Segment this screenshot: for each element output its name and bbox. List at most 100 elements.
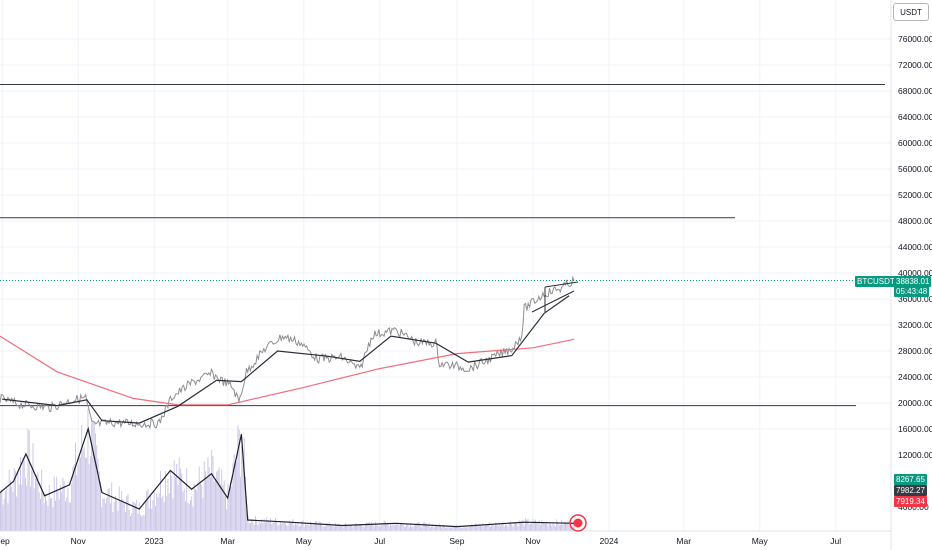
volume-bar <box>366 522 368 531</box>
volume-bar <box>10 480 11 531</box>
volume-bar <box>261 519 263 531</box>
volume-bar <box>321 524 323 531</box>
volume-bar <box>248 523 250 531</box>
volume-bar <box>492 524 494 531</box>
volume-bar <box>193 483 195 531</box>
volume-bar <box>355 523 356 531</box>
y-tick-label: 12000.00 <box>898 450 932 460</box>
volume-bar <box>223 480 225 531</box>
volume-bar <box>462 527 464 531</box>
volume-bar <box>332 525 334 531</box>
volume-bar <box>288 520 290 531</box>
volume-bar <box>523 525 525 531</box>
volume-bar <box>197 482 199 531</box>
volume-bar <box>138 502 140 531</box>
volume-bar <box>486 525 488 531</box>
volume-bar <box>117 511 119 531</box>
volume-bar <box>470 526 471 531</box>
volume-bar <box>177 484 179 531</box>
volume-bar <box>97 458 99 531</box>
triangle-drawing <box>531 281 579 313</box>
y-tick-label: 72000.00 <box>898 60 932 70</box>
volume-bar <box>147 488 149 531</box>
volume-bar <box>161 497 163 531</box>
volume-bar <box>375 521 376 531</box>
volume-bar <box>6 487 8 531</box>
volume-bar <box>327 524 329 531</box>
volume-bar <box>502 521 504 531</box>
y-tick-label: 60000.00 <box>898 138 932 148</box>
volume-bar <box>45 494 46 531</box>
volume-bar <box>386 522 388 531</box>
volume-bar <box>441 527 443 531</box>
volume-bar <box>338 524 340 531</box>
volume-bar <box>341 525 343 531</box>
volume-bar <box>255 515 256 531</box>
volume-bar <box>423 522 425 531</box>
volume-bar <box>440 525 441 531</box>
volume-bar <box>28 430 30 531</box>
volume-bar <box>216 471 218 531</box>
currency-unit-button[interactable]: USDT <box>893 3 929 21</box>
volume-bar <box>22 457 24 531</box>
volume-bar <box>90 456 91 531</box>
volume-bar <box>51 498 53 531</box>
volume-bar <box>428 522 430 531</box>
volume-bar <box>306 524 308 531</box>
x-tick-label: Sep <box>0 536 10 546</box>
volume-bar <box>490 526 491 531</box>
volume-bar <box>342 527 344 531</box>
volume-bar <box>256 520 258 531</box>
volume-bar <box>207 457 209 531</box>
volume-bar <box>515 523 516 531</box>
volume-bar <box>390 523 391 531</box>
x-tick-label: Sep <box>449 536 464 546</box>
volume-bar <box>106 497 108 531</box>
volume-bar <box>78 457 80 531</box>
volume-bar <box>456 524 458 531</box>
volume-bar <box>340 526 341 531</box>
volume-bar <box>8 469 10 531</box>
volume-bar <box>328 521 330 531</box>
volume-bar <box>550 523 551 531</box>
last-price-label: 38838.01 <box>894 276 932 287</box>
volume-bar <box>318 521 320 531</box>
volume-bar <box>467 527 469 531</box>
x-tick-label: May <box>296 536 313 546</box>
volume-bar <box>395 525 396 531</box>
volume-bar <box>167 479 169 531</box>
volume-bar <box>152 500 154 531</box>
volume-bar <box>476 524 478 531</box>
volume-bar <box>443 524 445 531</box>
volume-bar <box>145 500 146 531</box>
volume-bar <box>191 496 193 531</box>
volume-bar <box>281 523 283 531</box>
volume-bar <box>123 502 125 531</box>
volume-bar <box>265 522 266 531</box>
volume-ma-line <box>0 426 575 528</box>
volume-bar <box>183 488 185 531</box>
volume-bar <box>202 497 204 531</box>
volume-bar <box>360 524 361 531</box>
volume-bar <box>426 523 428 531</box>
volume-bar <box>168 493 170 531</box>
volume-bar <box>50 498 51 531</box>
volume-bar <box>563 521 565 531</box>
volume-bar <box>3 499 5 531</box>
volume-bar <box>156 493 158 531</box>
volume-bar <box>277 525 279 531</box>
volume-bar <box>408 527 410 531</box>
volume-bar <box>163 502 165 531</box>
volume-bar <box>140 514 141 531</box>
volume-bar <box>547 525 549 531</box>
volume-bar <box>61 492 63 531</box>
flag-icon-ring <box>569 514 587 532</box>
volume-bar <box>295 523 296 531</box>
volume-bar <box>192 506 194 531</box>
volume-bar <box>166 496 168 531</box>
volume-bar <box>275 518 276 531</box>
volume-bar <box>361 525 363 531</box>
volume-bar <box>188 503 190 531</box>
volume-bar <box>527 518 529 531</box>
